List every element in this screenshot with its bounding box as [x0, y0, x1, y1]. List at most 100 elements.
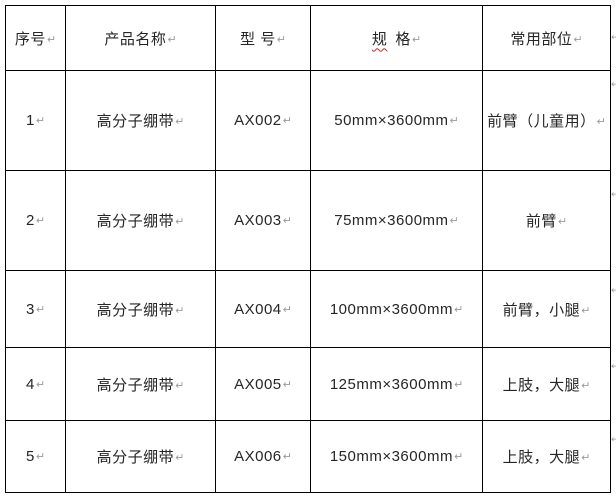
- paragraph-mark: ↵: [35, 215, 46, 227]
- cell-model[interactable]: AX004↵: [215, 270, 311, 348]
- cell-common-parts[interactable]: 上肢，大腿↵: [482, 347, 611, 421]
- paragraph-mark: ↵: [282, 378, 292, 391]
- cell-product-name[interactable]: 高分子绷带↵: [65, 270, 216, 348]
- paragraph-mark: ↵: [282, 451, 292, 463]
- paragraph-mark: ↵: [282, 115, 292, 127]
- header-common-parts[interactable]: 常用部位↵: [482, 5, 611, 71]
- serial-value: 1: [25, 112, 35, 129]
- paragraph-mark: ↵: [276, 33, 286, 46]
- table-header-row: 序号↵ 产品名称↵ 型 号↵ 规格↵ 常用部位↵: [5, 5, 611, 71]
- cell-product-name[interactable]: 高分子绷带↵: [65, 170, 216, 271]
- cell-serial[interactable]: 1↵: [5, 70, 66, 171]
- cell-model[interactable]: AX003↵: [215, 170, 311, 271]
- serial-value: 4: [25, 375, 35, 393]
- header-serial-label: 序号: [14, 30, 46, 48]
- paragraph-mark: ↵: [557, 216, 568, 228]
- spec-value: 125mm×3600mm: [329, 375, 453, 393]
- paragraph-mark: ↵: [175, 379, 185, 392]
- paragraph-mark: ↵: [35, 303, 46, 316]
- header-model[interactable]: 型 号↵: [215, 5, 311, 71]
- paragraph-mark: ↵: [453, 451, 464, 463]
- row-end-mark: ↵: [611, 434, 616, 444]
- header-product-name-label: 产品名称: [104, 30, 167, 48]
- cell-spec[interactable]: 100mm×3600mm↵: [310, 270, 483, 348]
- model-value: AX002: [234, 112, 282, 129]
- header-product-name[interactable]: 产品名称↵: [65, 5, 216, 71]
- paragraph-mark: ↵: [35, 451, 46, 463]
- cell-serial[interactable]: 2↵: [5, 170, 66, 271]
- paragraph-mark: ↵: [411, 33, 422, 46]
- paragraph-mark: ↵: [581, 452, 591, 464]
- paragraph-mark: ↵: [581, 304, 591, 317]
- model-value: AX003: [234, 212, 282, 229]
- product-name-value: 高分子绷带: [96, 376, 175, 394]
- paragraph-mark: ↵: [449, 215, 459, 227]
- row-end-mark: ↵: [611, 361, 616, 371]
- common-parts-value: 前臂: [525, 213, 557, 230]
- cell-common-parts[interactable]: 上肢，大腿↵: [482, 420, 611, 493]
- paragraph-mark: ↵: [35, 115, 46, 127]
- model-value: AX006: [234, 448, 282, 465]
- row-end-mark: ↵: [611, 79, 616, 89]
- cell-serial[interactable]: 5↵: [5, 420, 66, 493]
- common-parts-value: 前臂，小腿: [502, 301, 581, 319]
- serial-value: 2: [25, 212, 35, 229]
- paragraph-mark: ↵: [581, 379, 591, 392]
- header-spec-label: 格: [395, 30, 411, 48]
- cell-model[interactable]: AX006↵: [215, 420, 311, 493]
- paragraph-mark: ↵: [453, 378, 464, 391]
- header-common-parts-label: 常用部位: [510, 30, 573, 48]
- paragraph-mark: ↵: [453, 303, 464, 316]
- table-row: 3↵ 高分子绷带↵ AX004↵ 100mm×3600mm↵ 前臂，小腿↵: [5, 270, 611, 348]
- serial-value: 5: [25, 448, 35, 465]
- table-row: 4↵ 高分子绷带↵ AX005↵ 125mm×3600mm↵ 上肢，大腿↵: [5, 347, 611, 421]
- spec-value: 150mm×3600mm: [329, 448, 453, 465]
- product-name-value: 高分子绷带: [96, 449, 175, 466]
- common-parts-value: 上肢，大腿: [502, 376, 581, 394]
- cell-common-parts[interactable]: 前臂，小腿↵: [482, 270, 611, 348]
- paragraph-mark: ↵: [449, 115, 459, 127]
- cell-serial[interactable]: 3↵: [5, 270, 66, 348]
- spec-value: 50mm×3600mm: [334, 112, 449, 129]
- cell-spec[interactable]: 50mm×3600mm↵: [310, 70, 483, 171]
- cell-model[interactable]: AX002↵: [215, 70, 311, 171]
- header-serial[interactable]: 序号↵: [5, 5, 66, 71]
- model-value: AX005: [234, 375, 282, 393]
- cell-spec[interactable]: 75mm×3600mm↵: [310, 170, 483, 271]
- header-model-label: 型 号: [240, 30, 276, 48]
- spec-value: 100mm×3600mm: [329, 300, 453, 318]
- cell-common-parts[interactable]: 前臂（儿童用）↵: [482, 70, 611, 171]
- paragraph-mark: ↵: [573, 33, 583, 46]
- paragraph-mark: ↵: [175, 116, 185, 128]
- cell-serial[interactable]: 4↵: [5, 347, 66, 421]
- cell-spec[interactable]: 125mm×3600mm↵: [310, 347, 483, 421]
- paragraph-mark: ↵: [282, 303, 292, 316]
- paragraph-mark: ↵: [46, 33, 57, 46]
- table-row: 1↵ 高分子绷带↵ AX002↵ 50mm×3600mm↵ 前臂（儿童用）↵: [5, 70, 611, 171]
- product-name-value: 高分子绷带: [96, 113, 175, 130]
- product-spec-table: 序号↵ 产品名称↵ 型 号↵ 规格↵ 常用部位↵ 1↵ 高分子绷带↵ AX002…: [5, 5, 611, 493]
- serial-value: 3: [25, 300, 35, 318]
- product-name-value: 高分子绷带: [96, 301, 175, 319]
- common-parts-value: 前臂（儿童用）: [487, 113, 596, 130]
- cell-common-parts[interactable]: 前臂↵: [482, 170, 611, 271]
- paragraph-mark: ↵: [175, 304, 185, 317]
- row-end-mark: ↵: [611, 189, 616, 199]
- paragraph-mark: ↵: [175, 452, 185, 464]
- table-row: 5↵ 高分子绷带↵ AX006↵ 150mm×3600mm↵ 上肢，大腿↵: [5, 420, 611, 493]
- product-name-value: 高分子绷带: [96, 213, 175, 230]
- header-spec[interactable]: 规格↵: [310, 5, 483, 71]
- common-parts-value: 上肢，大腿: [502, 449, 581, 466]
- paragraph-mark: ↵: [35, 378, 46, 391]
- cell-spec[interactable]: 150mm×3600mm↵: [310, 420, 483, 493]
- cell-model[interactable]: AX005↵: [215, 347, 311, 421]
- spec-value: 75mm×3600mm: [334, 212, 449, 229]
- model-value: AX004: [234, 300, 282, 318]
- paragraph-mark: ↵: [167, 33, 177, 46]
- cell-product-name[interactable]: 高分子绷带↵: [65, 70, 216, 171]
- table-row: 2↵ 高分子绷带↵ AX003↵ 75mm×3600mm↵ 前臂↵: [5, 170, 611, 271]
- cell-product-name[interactable]: 高分子绷带↵: [65, 347, 216, 421]
- cell-product-name[interactable]: 高分子绷带↵: [65, 420, 216, 493]
- row-end-mark: ↵: [611, 32, 616, 42]
- header-spec-label-misspelled: 规: [371, 30, 388, 48]
